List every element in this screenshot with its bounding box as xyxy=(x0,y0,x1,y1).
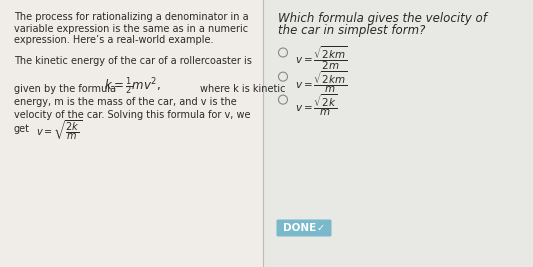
Text: ✓: ✓ xyxy=(317,223,325,233)
FancyBboxPatch shape xyxy=(263,0,533,267)
Text: $k = \frac{1}{2}mv^2,$: $k = \frac{1}{2}mv^2,$ xyxy=(104,75,161,97)
Text: $v = \dfrac{\sqrt{2km}}{m}$: $v = \dfrac{\sqrt{2km}}{m}$ xyxy=(295,69,348,95)
Text: expression. Here’s a real-world example.: expression. Here’s a real-world example. xyxy=(14,35,214,45)
Text: $v = \sqrt{\dfrac{2k}{m}}$: $v = \sqrt{\dfrac{2k}{m}}$ xyxy=(36,118,82,142)
Text: the car in simplest form?: the car in simplest form? xyxy=(278,24,425,37)
FancyBboxPatch shape xyxy=(0,0,263,267)
Text: where k is kinetic: where k is kinetic xyxy=(200,84,286,95)
FancyBboxPatch shape xyxy=(277,219,332,237)
Text: get: get xyxy=(14,124,30,134)
Text: DONE: DONE xyxy=(283,223,317,233)
Text: $v = \dfrac{\sqrt{2km}}{2m}$: $v = \dfrac{\sqrt{2km}}{2m}$ xyxy=(295,45,348,72)
Text: given by the formula: given by the formula xyxy=(14,84,116,95)
Text: velocity of the car. Solving this formula for v, we: velocity of the car. Solving this formul… xyxy=(14,110,251,120)
Text: $v = \dfrac{\sqrt{2k}}{m}$: $v = \dfrac{\sqrt{2k}}{m}$ xyxy=(295,92,337,117)
Text: The kinetic energy of the car of a rollercoaster is: The kinetic energy of the car of a rolle… xyxy=(14,56,252,66)
Text: variable expression is the same as in a numeric: variable expression is the same as in a … xyxy=(14,23,248,33)
Text: Which formula gives the velocity of: Which formula gives the velocity of xyxy=(278,12,487,25)
Text: The process for rationalizing a denominator in a: The process for rationalizing a denomina… xyxy=(14,12,248,22)
Text: energy, m is the mass of the car, and v is the: energy, m is the mass of the car, and v … xyxy=(14,97,237,107)
